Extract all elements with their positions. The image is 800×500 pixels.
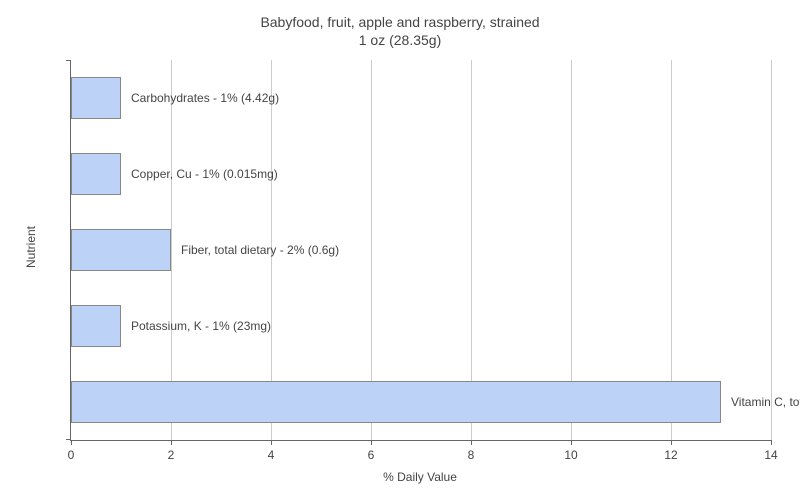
x-tick (371, 440, 372, 445)
bar-label: Copper, Cu - 1% (0.015mg) (131, 167, 278, 181)
chart-container: Babyfood, fruit, apple and raspberry, st… (0, 0, 800, 500)
bar-slot: Vitamin C, total ascorbic acid - 13% (7.… (71, 364, 771, 440)
bar-slot: Carbohydrates - 1% (4.42g) (71, 60, 771, 136)
x-tick-label: 4 (268, 448, 275, 462)
bar-label: Carbohydrates - 1% (4.42g) (131, 91, 279, 105)
gridline (771, 60, 772, 440)
x-tick-label: 6 (368, 448, 375, 462)
y-bottom-tick (66, 439, 71, 440)
bar-slot: Copper, Cu - 1% (0.015mg) (71, 136, 771, 212)
y-top-tick (66, 60, 71, 61)
bar (71, 153, 121, 195)
bar (71, 305, 121, 347)
bar-slot: Fiber, total dietary - 2% (0.6g) (71, 212, 771, 288)
x-tick-label: 8 (468, 448, 475, 462)
x-tick-label: 12 (664, 448, 677, 462)
y-axis-label: Nutrient (24, 226, 38, 268)
x-tick (171, 440, 172, 445)
bar (71, 381, 721, 423)
x-tick (571, 440, 572, 445)
x-tick-label: 14 (764, 448, 777, 462)
chart-title-line2: 1 oz (28.35g) (0, 32, 800, 48)
plot-area: Carbohydrates - 1% (4.42g) Copper, Cu - 1… (70, 60, 771, 441)
bars-wrapper: Carbohydrates - 1% (4.42g) Copper, Cu - 1… (71, 60, 771, 440)
bar-label: Fiber, total dietary - 2% (0.6g) (181, 243, 339, 257)
bar (71, 77, 121, 119)
x-axis-label: % Daily Value (383, 470, 457, 484)
bar (71, 229, 171, 271)
x-tick (471, 440, 472, 445)
x-tick (671, 440, 672, 445)
chart-title-line1: Babyfood, fruit, apple and raspberry, st… (0, 14, 800, 30)
x-tick (271, 440, 272, 445)
x-tick (71, 440, 72, 445)
bar-label: Vitamin C, total ascorbic acid - 13% (7.… (731, 395, 800, 409)
bar-slot: Potassium, K - 1% (23mg) (71, 288, 771, 364)
x-tick-label: 10 (564, 448, 577, 462)
x-tick (771, 440, 772, 445)
x-tick-label: 2 (168, 448, 175, 462)
bar-label: Potassium, K - 1% (23mg) (131, 319, 271, 333)
x-tick-label: 0 (68, 448, 75, 462)
